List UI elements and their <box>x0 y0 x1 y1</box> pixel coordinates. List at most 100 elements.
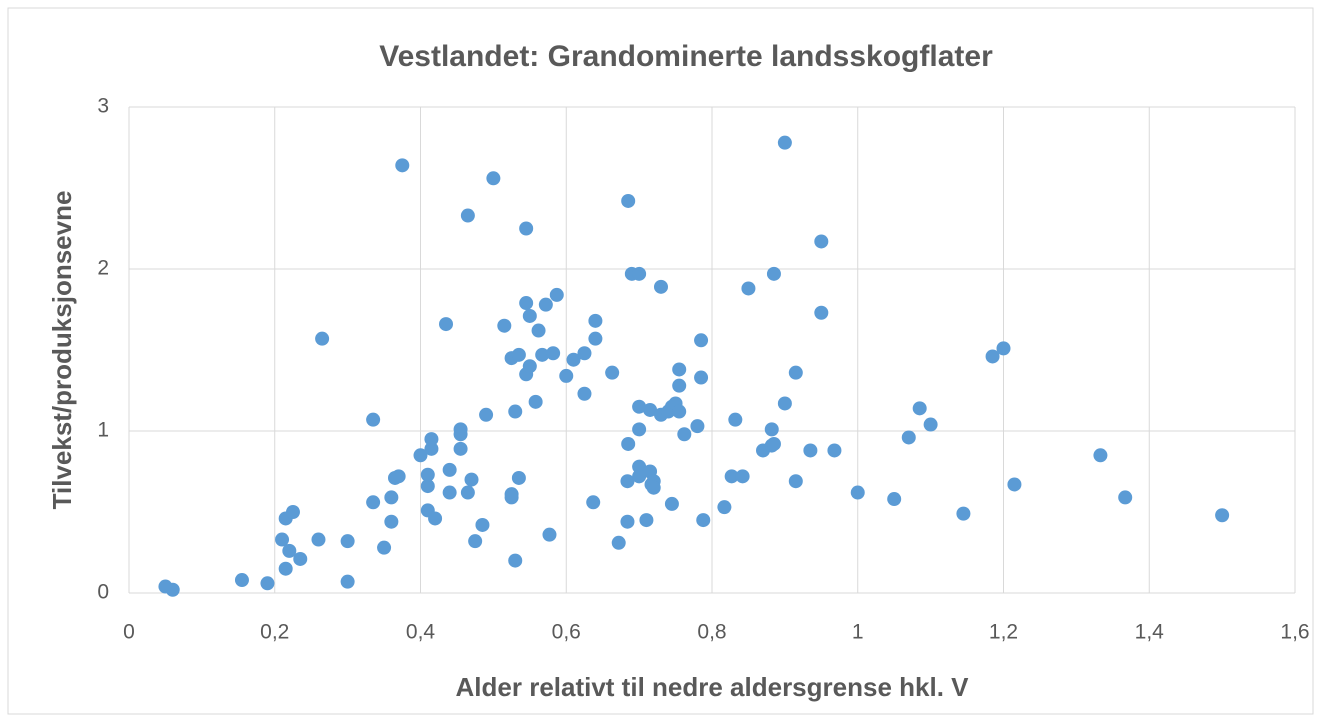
scatter-point <box>1093 448 1108 463</box>
scatter-point <box>340 534 355 549</box>
scatter-point <box>653 279 668 294</box>
scatter-point <box>766 436 781 451</box>
scatter-point <box>475 517 490 532</box>
scatter-point <box>508 553 523 568</box>
x-tick-label: 1,4 <box>1135 621 1165 644</box>
scatter-point <box>696 513 711 528</box>
scatter-point <box>460 208 475 223</box>
scatter-point <box>546 346 561 361</box>
x-tick-label: 0,4 <box>406 621 436 644</box>
scatter-point <box>724 469 739 484</box>
scatter-point <box>486 171 501 186</box>
y-tick-label: 1 <box>97 419 109 442</box>
scatter-point <box>621 193 636 208</box>
scatter-point <box>677 427 692 442</box>
scatter-point <box>508 404 523 419</box>
scatter-point <box>315 331 330 346</box>
scatter-point <box>632 422 647 437</box>
scatter-point <box>643 402 658 417</box>
scatter-point <box>439 317 454 332</box>
scatter-point <box>559 368 574 383</box>
scatter-point <box>611 535 626 550</box>
scatter-point <box>1118 490 1133 505</box>
x-tick-label: 1,2 <box>989 621 1018 644</box>
scatter-point <box>605 365 620 380</box>
scatter-point <box>384 490 399 505</box>
chart-frame <box>7 7 1314 715</box>
scatter-point <box>632 266 647 281</box>
scatter-point <box>442 485 457 500</box>
scatter-point <box>1007 477 1022 492</box>
scatter-point <box>764 422 779 437</box>
scatter-point <box>538 297 553 312</box>
scatter-point <box>311 532 326 547</box>
scatter-point <box>735 469 750 484</box>
scatter-point <box>285 505 300 519</box>
x-tick-label: 0,8 <box>697 621 726 644</box>
scatter-point <box>814 234 829 249</box>
y-tick-label: 3 <box>97 95 109 118</box>
scatter-point <box>788 474 803 489</box>
scatter-point <box>522 308 537 323</box>
x-tick-label: 1 <box>852 621 864 644</box>
scatter-point <box>728 412 743 427</box>
x-tick-label: 0,2 <box>260 621 289 644</box>
scatter-point <box>442 462 457 477</box>
scatter-point <box>586 495 601 510</box>
scatter-point <box>340 574 355 589</box>
y-tick-label: 0 <box>97 581 109 604</box>
scatter-point <box>588 331 603 346</box>
y-axis-title: Tilvekst/produksjonsevne <box>47 191 77 510</box>
scatter-point <box>464 472 479 487</box>
x-axis-title: Alder relativt til nedre aldersgrense hk… <box>456 672 970 702</box>
scatter-point <box>923 417 938 432</box>
scatter-point <box>528 394 543 409</box>
scatter-point <box>511 347 526 362</box>
scatter-point <box>985 349 1000 364</box>
scatter-point <box>519 221 534 236</box>
chart-title: Vestlandet: Grandominerte landsskogflate… <box>379 40 993 73</box>
scatter-point <box>531 323 546 338</box>
scatter-point <box>453 427 468 442</box>
scatter-point <box>814 305 829 320</box>
scatter-point <box>632 459 647 474</box>
scatter-point <box>694 370 709 385</box>
scatter-point <box>577 386 592 401</box>
x-tick-label: 1,6 <box>1280 621 1309 644</box>
scatter-point <box>522 359 537 374</box>
scatter-point <box>275 532 290 547</box>
scatter-point <box>566 352 581 367</box>
scatter-point <box>282 543 297 558</box>
scatter-point <box>542 527 557 542</box>
scatter-point <box>956 506 971 521</box>
scatter-point <box>664 496 679 511</box>
scatter-point <box>901 430 916 445</box>
scatter-point <box>384 514 399 529</box>
scatter-point <box>428 511 443 526</box>
scatter-point <box>803 443 818 458</box>
scatter-point <box>788 365 803 380</box>
scatter-point <box>996 341 1011 356</box>
scatter-point <box>741 281 756 296</box>
scatter-point <box>511 470 526 485</box>
scatter-point <box>672 362 687 377</box>
scatter-point <box>717 500 732 515</box>
scatter-point <box>377 540 392 555</box>
scatter-point <box>632 469 647 484</box>
scatter-point <box>887 492 902 507</box>
scatter-point <box>366 412 381 427</box>
scatter-point <box>519 296 534 311</box>
scatter-point <box>766 266 781 281</box>
scatter-point <box>577 346 592 361</box>
y-tick-label: 2 <box>97 257 109 280</box>
scatter-point <box>535 347 550 362</box>
scatter-point <box>777 135 792 150</box>
scatter-point <box>777 396 792 411</box>
scatter-point <box>694 333 709 348</box>
scatter-point <box>672 378 687 393</box>
x-tick-label: 0,6 <box>552 621 581 644</box>
scatter-point <box>424 432 439 447</box>
scatter-point <box>391 469 406 484</box>
scatter-point <box>827 443 842 458</box>
